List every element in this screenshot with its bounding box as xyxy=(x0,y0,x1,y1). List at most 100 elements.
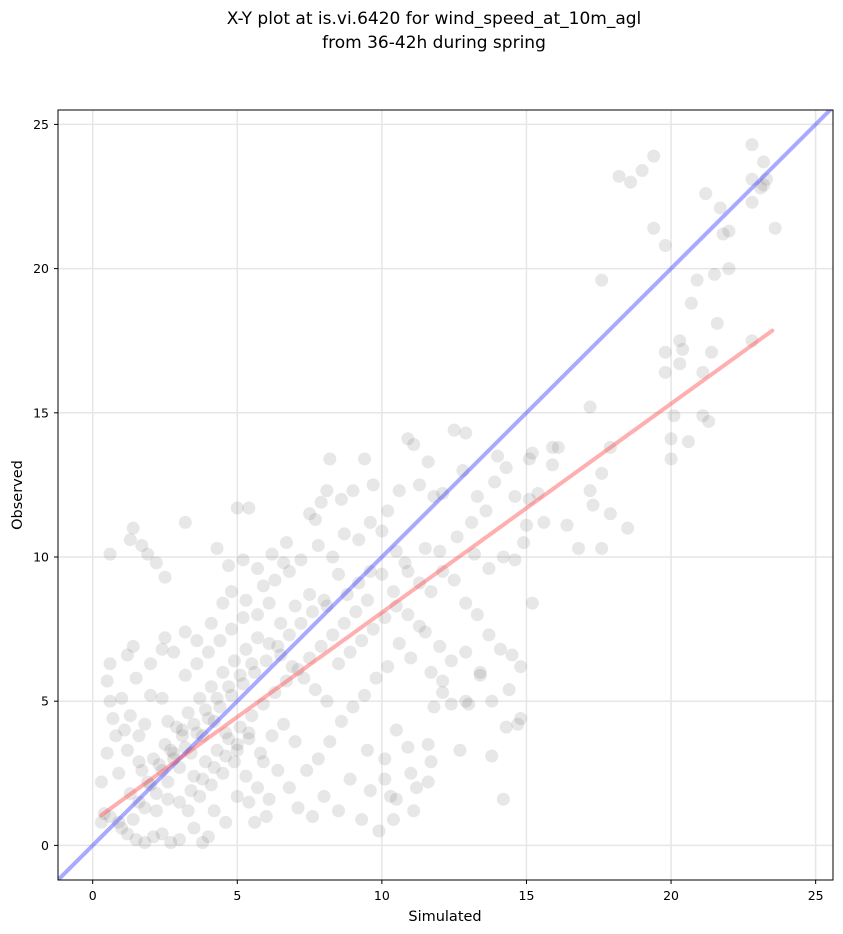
data-point xyxy=(378,611,392,625)
data-point xyxy=(196,729,210,743)
data-point xyxy=(222,680,236,694)
data-point xyxy=(155,642,169,656)
data-point xyxy=(499,461,513,475)
data-point xyxy=(459,596,473,610)
data-point xyxy=(404,651,418,665)
data-point xyxy=(207,761,221,775)
data-point xyxy=(366,622,380,636)
y-tick-label: 10 xyxy=(33,550,49,565)
data-point xyxy=(488,475,502,489)
data-point xyxy=(462,697,476,711)
data-point xyxy=(508,489,522,503)
data-point xyxy=(363,564,377,578)
data-point xyxy=(225,585,239,599)
data-point xyxy=(103,547,117,561)
data-point xyxy=(479,504,493,518)
data-point xyxy=(256,697,270,711)
data-point xyxy=(320,694,334,708)
data-point xyxy=(256,755,270,769)
data-point xyxy=(178,740,192,754)
data-point xyxy=(187,717,201,731)
data-point xyxy=(216,596,230,610)
data-point xyxy=(225,688,239,702)
data-point xyxy=(193,691,207,705)
data-point xyxy=(366,478,380,492)
data-point xyxy=(164,836,178,850)
data-point xyxy=(253,746,267,760)
data-point xyxy=(262,637,276,651)
data-point xyxy=(248,665,262,679)
data-point xyxy=(178,668,192,682)
data-point xyxy=(436,686,450,700)
data-point xyxy=(132,729,146,743)
data-point xyxy=(109,729,123,743)
data-point xyxy=(323,452,337,466)
data-point xyxy=(204,680,218,694)
data-point xyxy=(349,605,363,619)
data-point xyxy=(522,452,536,466)
data-point xyxy=(436,564,450,578)
data-point xyxy=(100,674,114,688)
data-point xyxy=(667,409,681,423)
data-point xyxy=(120,743,134,757)
data-point xyxy=(334,492,348,506)
data-point xyxy=(412,576,426,590)
data-point xyxy=(745,138,759,152)
data-point xyxy=(465,515,479,529)
data-point xyxy=(259,654,273,668)
data-point xyxy=(496,550,510,564)
reference-lines xyxy=(58,110,833,880)
data-point xyxy=(126,521,140,535)
data-point xyxy=(181,706,195,720)
data-point xyxy=(603,440,617,454)
data-point xyxy=(155,827,169,841)
data-point xyxy=(213,634,227,648)
data-point xyxy=(178,625,192,639)
data-point xyxy=(360,743,374,757)
data-point xyxy=(337,616,351,630)
data-point xyxy=(586,498,600,512)
data-point xyxy=(230,743,244,757)
data-points xyxy=(94,138,782,850)
data-point xyxy=(389,792,403,806)
x-axis-label: Simulated xyxy=(408,909,481,925)
y-tick-label: 15 xyxy=(33,405,49,420)
data-point xyxy=(149,556,163,570)
data-point xyxy=(499,720,513,734)
data-point xyxy=(184,746,198,760)
data-point xyxy=(768,221,782,235)
data-point xyxy=(303,651,317,665)
data-point xyxy=(326,550,340,564)
data-point xyxy=(305,605,319,619)
data-point xyxy=(386,812,400,826)
data-point xyxy=(123,786,137,800)
data-point xyxy=(317,593,331,607)
data-point xyxy=(332,567,346,581)
data-point xyxy=(219,749,233,763)
data-point xyxy=(459,426,473,440)
data-point xyxy=(112,766,126,780)
data-point xyxy=(378,772,392,786)
data-point xyxy=(259,810,273,824)
data-point xyxy=(358,452,372,466)
data-point xyxy=(126,812,140,826)
data-point xyxy=(314,495,328,509)
y-tick-label: 5 xyxy=(41,694,49,709)
data-point xyxy=(233,668,247,682)
chart-title-line1: X-Y plot at is.vi.6420 for wind_speed_at… xyxy=(227,9,642,29)
data-point xyxy=(690,273,704,287)
data-point xyxy=(360,593,374,607)
data-point xyxy=(181,804,195,818)
data-point xyxy=(274,616,288,630)
data-point xyxy=(170,720,184,734)
data-point xyxy=(106,712,120,726)
data-point xyxy=(595,466,609,480)
data-point xyxy=(236,553,250,567)
data-point xyxy=(343,772,357,786)
data-point xyxy=(279,674,293,688)
x-tick-label: 20 xyxy=(663,888,679,903)
data-point xyxy=(158,737,172,751)
data-point xyxy=(355,812,369,826)
data-point xyxy=(282,628,296,642)
data-point xyxy=(227,755,241,769)
